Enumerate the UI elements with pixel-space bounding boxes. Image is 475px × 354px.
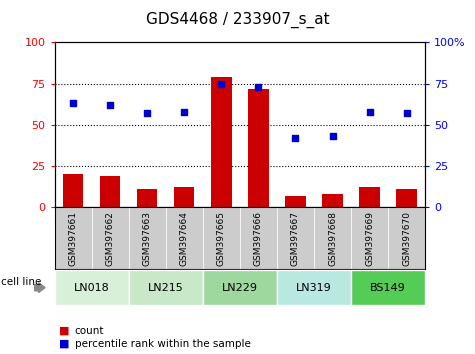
Text: GSM397669: GSM397669 <box>365 211 374 266</box>
Text: GSM397670: GSM397670 <box>402 211 411 266</box>
Bar <box>100 176 120 207</box>
Text: ■: ■ <box>59 326 70 336</box>
Bar <box>211 77 231 207</box>
Bar <box>240 207 277 269</box>
Bar <box>323 194 342 207</box>
Text: GSM397666: GSM397666 <box>254 211 263 266</box>
Point <box>218 81 225 86</box>
Bar <box>397 189 417 207</box>
Bar <box>203 207 240 269</box>
Text: BS149: BS149 <box>370 282 406 293</box>
Bar <box>63 174 83 207</box>
Point <box>180 109 188 114</box>
Text: GSM397665: GSM397665 <box>217 211 226 266</box>
Text: LN215: LN215 <box>148 282 184 293</box>
Text: GDS4468 / 233907_s_at: GDS4468 / 233907_s_at <box>146 11 329 28</box>
Text: LN229: LN229 <box>222 282 258 293</box>
Text: cell line: cell line <box>1 277 41 287</box>
Point <box>69 101 77 106</box>
Text: GSM397662: GSM397662 <box>106 211 114 266</box>
Bar <box>203 270 277 306</box>
Bar <box>55 207 92 269</box>
Bar <box>248 88 268 207</box>
Text: GSM397664: GSM397664 <box>180 211 189 266</box>
Bar <box>351 270 425 306</box>
Bar <box>360 187 380 207</box>
Text: ■: ■ <box>59 339 70 349</box>
Bar <box>277 207 314 269</box>
Bar <box>174 187 194 207</box>
Point <box>366 109 373 114</box>
Text: GSM397667: GSM397667 <box>291 211 300 266</box>
Text: GSM397668: GSM397668 <box>328 211 337 266</box>
Point <box>255 84 262 90</box>
Bar <box>129 270 203 306</box>
Point <box>403 110 410 116</box>
Point <box>329 133 336 139</box>
Text: LN018: LN018 <box>74 282 110 293</box>
Bar <box>92 207 129 269</box>
Bar <box>351 207 388 269</box>
Point <box>106 102 114 108</box>
Bar <box>388 207 425 269</box>
Bar <box>277 270 351 306</box>
Point <box>143 110 151 116</box>
Text: GSM397663: GSM397663 <box>143 211 152 266</box>
Text: LN319: LN319 <box>296 282 332 293</box>
Bar <box>129 207 166 269</box>
Bar <box>314 207 351 269</box>
Text: GSM397661: GSM397661 <box>69 211 77 266</box>
Text: count: count <box>75 326 104 336</box>
Text: percentile rank within the sample: percentile rank within the sample <box>75 339 250 349</box>
Bar <box>137 189 157 207</box>
Bar <box>285 195 305 207</box>
Bar <box>55 270 129 306</box>
Bar <box>166 207 203 269</box>
Point <box>292 135 299 141</box>
